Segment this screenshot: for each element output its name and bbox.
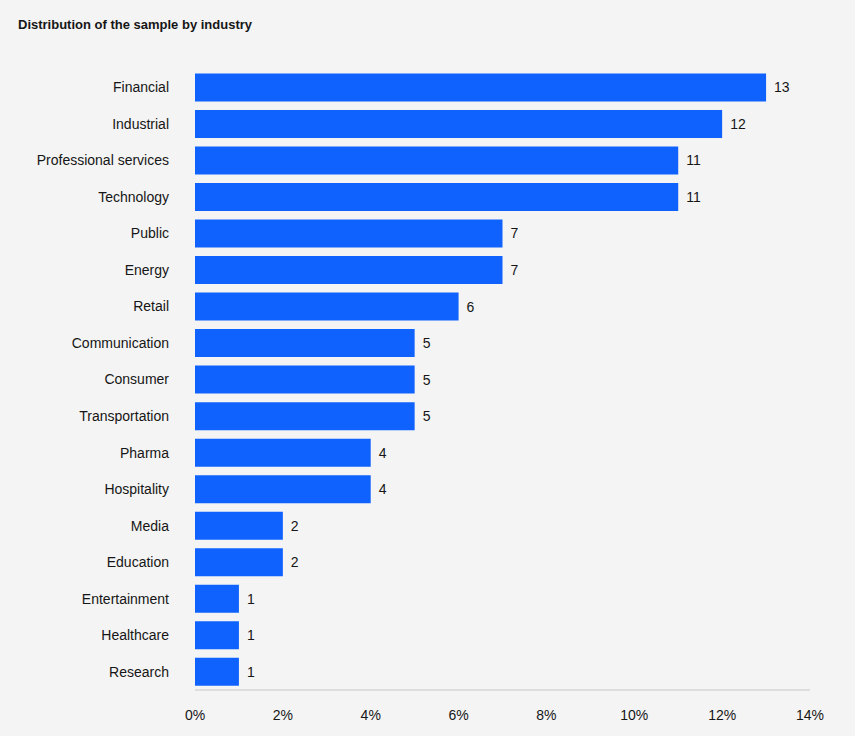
svg-text:7: 7 [511,225,519,241]
svg-text:12%: 12% [708,707,736,723]
svg-text:Media: Media [131,518,169,534]
svg-text:Pharma: Pharma [120,445,169,461]
svg-text:4: 4 [379,481,387,497]
svg-text:2: 2 [291,518,299,534]
svg-text:4: 4 [379,445,387,461]
svg-text:11: 11 [686,152,701,168]
svg-text:10%: 10% [620,707,648,723]
svg-text:5: 5 [423,335,431,351]
svg-text:Energy: Energy [125,262,169,278]
svg-text:Healthcare: Healthcare [101,627,169,643]
svg-text:11: 11 [686,189,701,205]
svg-text:Professional services: Professional services [37,152,169,168]
svg-text:1: 1 [247,627,255,643]
svg-text:5: 5 [423,408,431,424]
svg-text:Industrial: Industrial [112,116,169,132]
svg-text:Retail: Retail [133,298,169,314]
svg-text:4%: 4% [361,707,381,723]
svg-text:14%: 14% [796,707,824,723]
svg-text:Technology: Technology [98,189,169,205]
svg-text:7: 7 [511,262,519,278]
svg-text:Transportation: Transportation [79,408,169,424]
html-text:Distribution of the sample by: Distribution of the sample by industry [18,17,252,32]
svg-text:Consumer: Consumer [104,371,169,387]
svg-text:Education: Education [107,554,169,570]
svg-text:12: 12 [730,116,746,132]
svg-text:8%: 8% [536,707,556,723]
svg-text:5: 5 [423,372,431,388]
svg-text:6%: 6% [448,707,468,723]
svg-text:Research: Research [109,664,169,680]
svg-text:Hospitality: Hospitality [104,481,169,497]
svg-text:1: 1 [247,664,255,680]
svg-text:Public: Public [131,225,169,241]
svg-text:2%: 2% [273,707,293,723]
svg-text:13: 13 [774,79,790,95]
svg-text:Communication: Communication [72,335,169,351]
svg-text:0%: 0% [185,707,205,723]
svg-text:6: 6 [467,299,475,315]
svg-text:1: 1 [247,591,255,607]
svg-text:Entertainment: Entertainment [82,591,169,607]
svg-text:Financial: Financial [113,79,169,95]
svg-text:2: 2 [291,554,299,570]
